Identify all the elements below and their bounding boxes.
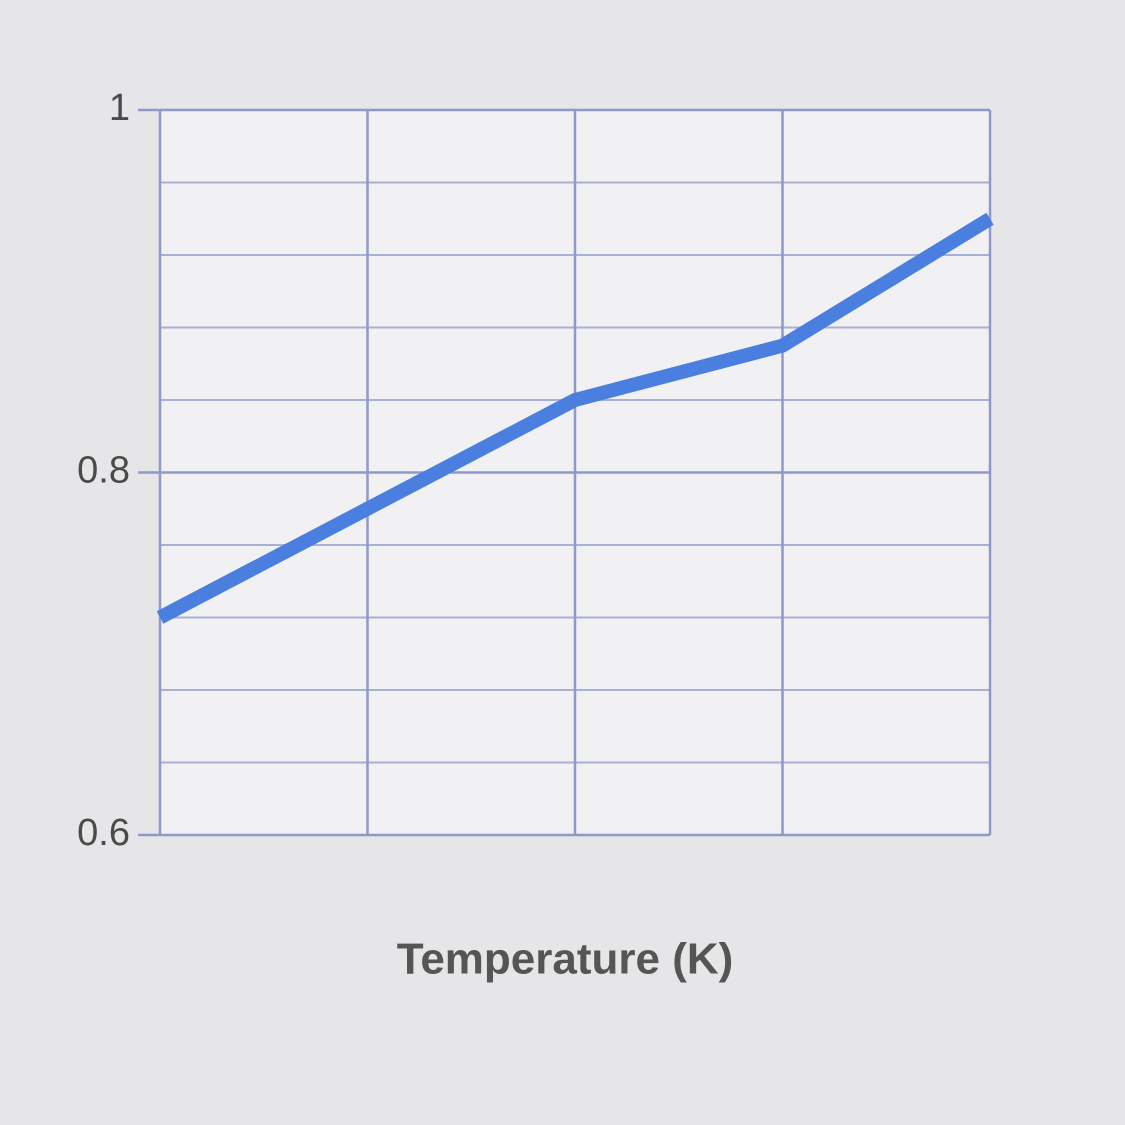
data-line [156,212,994,624]
y-tick-label: 0.6 [77,812,130,854]
x-axis-label: Temperature (K) [397,935,734,984]
y-tick-label: 1 [109,87,130,129]
y-tick-label: 0.8 [77,450,130,492]
